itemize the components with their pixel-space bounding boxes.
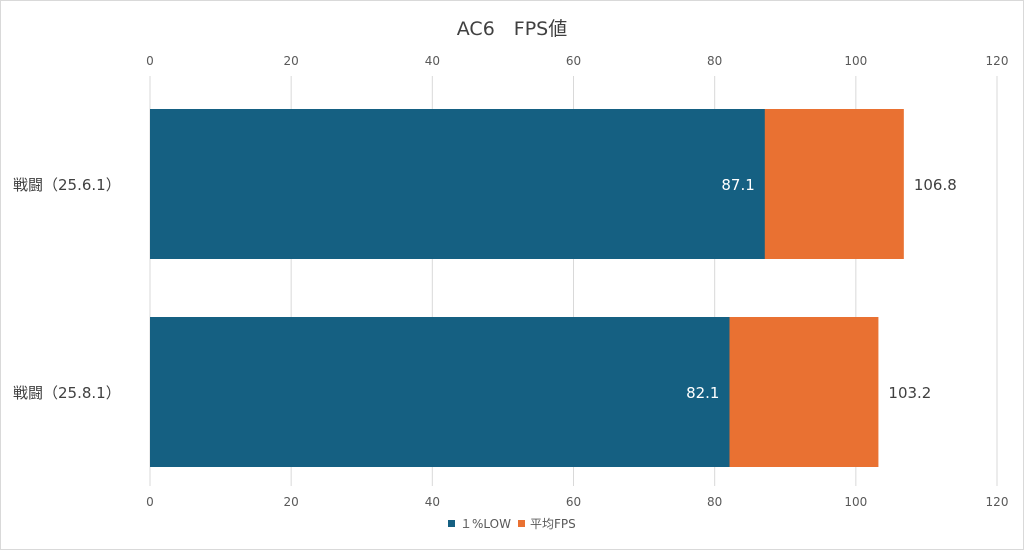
x-tick-label-bottom: 20 bbox=[284, 495, 299, 509]
data-label: 82.1 bbox=[686, 384, 719, 402]
legend-swatch bbox=[518, 520, 525, 527]
x-tick-label-top: 60 bbox=[566, 54, 581, 68]
legend-swatch bbox=[448, 520, 455, 527]
data-label: 87.1 bbox=[721, 176, 754, 194]
x-tick-label-bottom: 80 bbox=[707, 495, 722, 509]
data-label: 103.2 bbox=[888, 384, 931, 402]
category-label: 戦闘（25.8.1） bbox=[13, 384, 121, 402]
x-tick-label-top: 0 bbox=[146, 54, 154, 68]
x-tick-label-top: 120 bbox=[986, 54, 1009, 68]
chart-title: AC6 FPS値 bbox=[457, 18, 567, 40]
x-tick-label-bottom: 120 bbox=[986, 495, 1009, 509]
data-label: 106.8 bbox=[914, 176, 957, 194]
x-tick-label-bottom: 40 bbox=[425, 495, 440, 509]
legend-label: １%LOW bbox=[460, 517, 511, 531]
x-tick-label-bottom: 100 bbox=[844, 495, 867, 509]
x-tick-label-bottom: 60 bbox=[566, 495, 581, 509]
x-tick-label-top: 80 bbox=[707, 54, 722, 68]
x-tick-label-top: 100 bbox=[844, 54, 867, 68]
category-label: 戦闘（25.6.1） bbox=[13, 176, 121, 194]
x-tick-label-top: 20 bbox=[284, 54, 299, 68]
legend-label: 平均FPS bbox=[530, 517, 576, 531]
bar bbox=[150, 317, 730, 467]
x-tick-label-top: 40 bbox=[425, 54, 440, 68]
x-tick-label-bottom: 0 bbox=[146, 495, 154, 509]
bar bbox=[150, 109, 765, 259]
